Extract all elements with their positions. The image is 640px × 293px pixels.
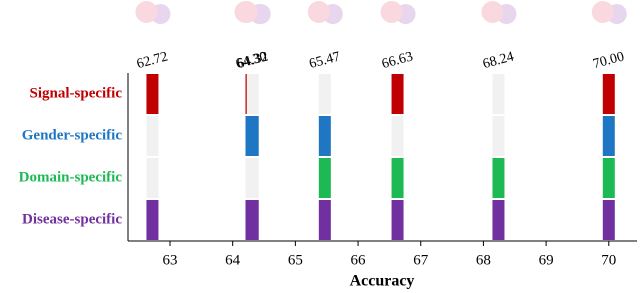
x-tick-label: 66 <box>351 252 367 268</box>
cell <box>602 200 615 240</box>
cell <box>391 200 404 240</box>
x-axis-title: Accuracy <box>350 273 415 290</box>
cell <box>492 74 505 114</box>
column-label: 62.72 <box>135 49 169 72</box>
icon-badge <box>481 1 504 23</box>
cell <box>602 74 615 114</box>
x-tick-label: 64 <box>225 252 241 268</box>
x-tick-label: 67 <box>413 252 429 268</box>
column-label: 64.32 <box>236 49 270 72</box>
icon-badge <box>307 1 330 23</box>
cell <box>246 116 259 156</box>
x-tick-label: 70 <box>601 252 616 268</box>
cell <box>146 200 159 240</box>
row-label: Domain-specific <box>19 169 123 185</box>
column-label: 65.47 <box>308 49 342 72</box>
cell <box>492 200 505 240</box>
cell <box>318 200 331 240</box>
column-label: 70.00 <box>592 49 626 72</box>
row-label: Disease-specific <box>22 211 122 227</box>
icon-badge <box>591 1 614 23</box>
row-label: Signal-specific <box>30 85 123 101</box>
cell <box>492 116 505 156</box>
cell <box>246 74 259 114</box>
row-label: Gender-specific <box>22 127 123 143</box>
icon-badge <box>135 1 158 23</box>
cell <box>318 74 331 114</box>
cell <box>391 116 404 156</box>
x-tick-label: 68 <box>476 252 491 268</box>
cell <box>146 158 159 198</box>
cell <box>318 116 331 156</box>
cell <box>391 158 404 198</box>
column-label: 68.24 <box>481 49 515 72</box>
cell <box>146 116 159 156</box>
cell <box>246 158 259 198</box>
cell <box>246 200 259 240</box>
icon-badge <box>235 1 258 23</box>
column-label: 66.63 <box>380 49 414 72</box>
cell <box>492 158 505 198</box>
cell <box>391 74 404 114</box>
cell <box>602 158 615 198</box>
icon-badge <box>380 1 403 23</box>
x-tick-label: 63 <box>162 252 177 268</box>
cell <box>146 74 159 114</box>
x-tick-label: 69 <box>539 252 554 268</box>
x-tick-label: 65 <box>288 252 303 268</box>
cell <box>318 158 331 198</box>
cell <box>602 116 615 156</box>
